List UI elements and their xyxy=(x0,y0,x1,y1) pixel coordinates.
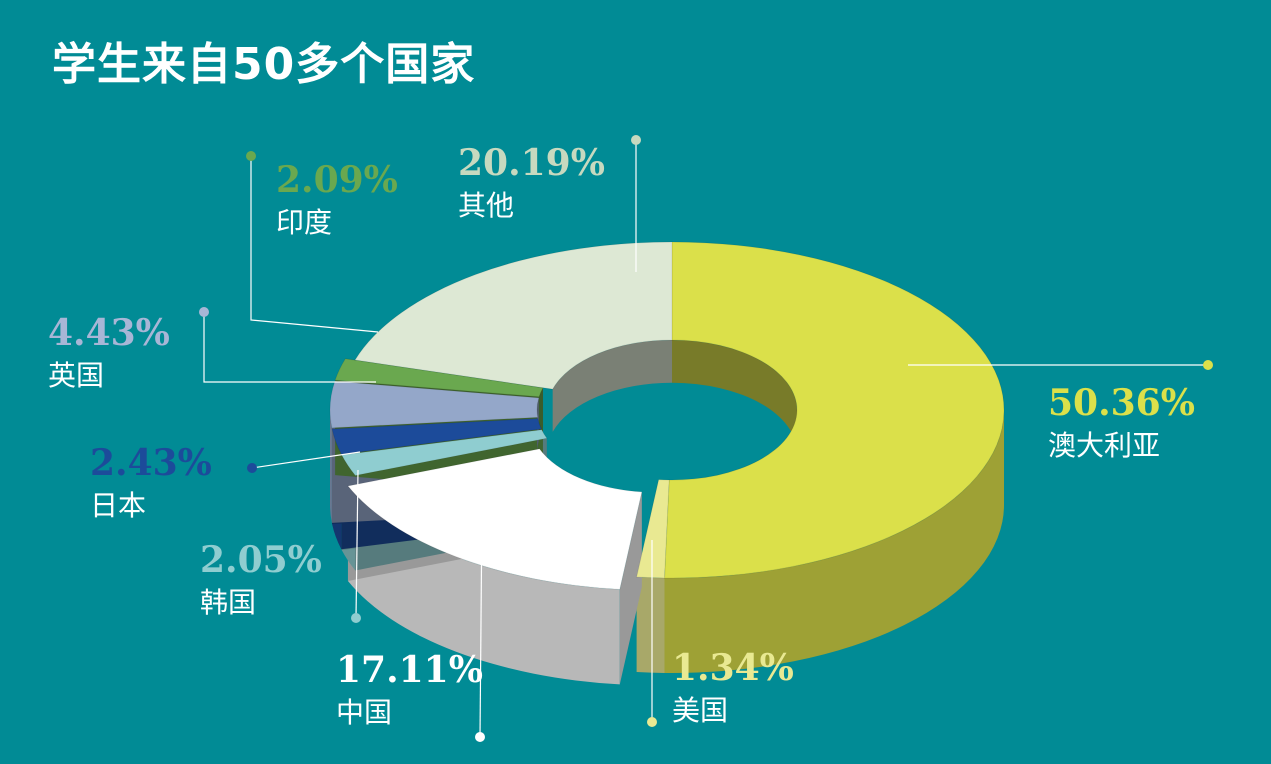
slice-6-category-label: 印度 xyxy=(276,206,332,239)
slice-7-top xyxy=(354,241,673,390)
slice-7-leader-dot xyxy=(631,135,641,145)
slice-1-top xyxy=(635,479,670,579)
slice-labels: 50.36% 澳大利亚 1.34% 美国 17.11% 中国 2.05% 韩国 2.43% 日本 4… xyxy=(48,142,1195,729)
slice-3-category-label: 韩国 xyxy=(200,586,256,619)
slice-0-category-label: 澳大利亚 xyxy=(1048,429,1160,462)
slice-2-outer-wall xyxy=(347,486,620,685)
slice-7-value-label: 20.19% xyxy=(458,142,605,184)
slice-5-outer-wall xyxy=(330,409,332,523)
slice-4-top xyxy=(331,417,543,455)
slice-6-leader-dot xyxy=(246,151,256,161)
slice-0-value-label: 50.36% xyxy=(1048,382,1195,424)
slice-7-category-label: 其他 xyxy=(458,189,514,222)
donut-tops xyxy=(329,241,1005,590)
slice-5-category-label: 英国 xyxy=(48,359,104,392)
slice-1-category-label: 美国 xyxy=(672,694,728,727)
slice-7-inner-wall xyxy=(552,340,672,432)
slice-2-leader-line xyxy=(479,504,483,738)
slice-3-value-label: 2.05% xyxy=(200,539,322,581)
slice-5-value-label: 4.43% xyxy=(48,312,170,354)
slice-0-top xyxy=(663,241,1005,579)
slice-2-value-label: 17.11% xyxy=(336,649,483,691)
slice-6-value-label: 2.09% xyxy=(276,159,398,201)
slice-2-leader-dot xyxy=(475,732,485,742)
slice-0-outer-wall xyxy=(664,410,1004,674)
slice-5-leader-line xyxy=(203,312,376,383)
leader-lines xyxy=(199,135,1213,742)
slice-3-leader-line xyxy=(355,469,359,619)
slice-4-leader-dot xyxy=(247,463,257,473)
chart-title: 学生来自50多个国家 xyxy=(52,39,476,90)
slice-1-value-label: 1.34% xyxy=(672,647,794,689)
slice-6-top xyxy=(334,358,544,398)
slice-0-inner-wall xyxy=(672,340,797,453)
slice-2-cut-face-0 xyxy=(619,491,642,685)
slice-4-category-label: 日本 xyxy=(90,489,146,522)
slice-6-leader-line xyxy=(250,156,379,333)
slice-1-leader-dot xyxy=(647,717,657,727)
slice-2-category-label: 中国 xyxy=(336,696,392,729)
slice-3-top xyxy=(340,429,548,477)
slice-1-outer-wall xyxy=(636,577,665,673)
slice-4-leader-line xyxy=(251,451,361,469)
slice-5-leader-dot xyxy=(199,307,209,317)
slice-3-leader-dot xyxy=(351,613,361,623)
slice-2-top xyxy=(347,448,643,590)
slice-5-top xyxy=(329,380,540,429)
slice-4-value-label: 2.43% xyxy=(90,442,212,484)
slice-0-leader-dot xyxy=(1203,360,1213,370)
